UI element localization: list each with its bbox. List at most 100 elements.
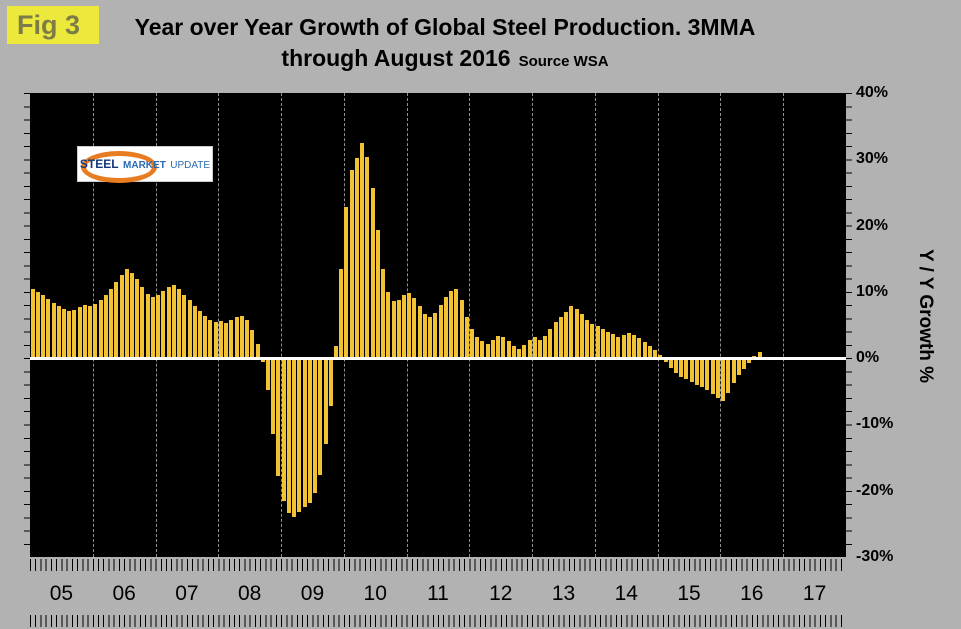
bar-2009-10 (328, 358, 333, 406)
bar-2010-9 (386, 291, 391, 359)
bar-2013-9 (574, 309, 579, 359)
bar-2009-7 (313, 358, 318, 494)
year-gridline (406, 93, 408, 557)
bar-2012-12 (527, 339, 532, 359)
chart-title-line1: Year over Year Growth of Global Steel Pr… (134, 14, 756, 40)
bar-2011-8 (443, 297, 448, 359)
bar-2011-6 (433, 313, 438, 359)
year-gridline (281, 93, 283, 557)
bar-2008-4 (234, 317, 239, 359)
bar-2007-6 (182, 294, 187, 359)
logo-word-update: UPDATE (170, 160, 211, 171)
bar-2010-7 (375, 229, 380, 359)
bar-2016-3 (731, 358, 736, 384)
bar-2011-4 (422, 314, 427, 359)
bar-2016-5 (742, 358, 746, 369)
bar-2013-7 (564, 311, 569, 359)
bar-2007-5 (177, 289, 182, 359)
bar-2007-11 (208, 319, 213, 359)
bar-2006-9 (135, 279, 140, 359)
y-axis-labels: 40% 30% 20% 10% 0% -10% -20% -30% (856, 84, 908, 565)
bar-2011-9 (449, 290, 454, 359)
bar-2014-6 (621, 334, 626, 359)
bar-2012-1 (470, 328, 474, 359)
year-label-13: 13 (551, 582, 576, 605)
bar-2016-6 (747, 358, 752, 364)
steel-market-update-logo: STEEL MARKET UPDATE (78, 147, 212, 183)
bar-2014-11 (647, 346, 652, 359)
year-gridline (594, 93, 596, 557)
bar-2008-8 (255, 343, 260, 359)
year-gridline (720, 93, 722, 557)
y-tick-label: 0% (856, 349, 880, 367)
bar-2010-2 (349, 169, 354, 359)
bar-2009-6 (307, 358, 312, 503)
bar-2013-5 (553, 322, 558, 359)
bar-2014-10 (642, 342, 647, 359)
year-label-14: 14 (614, 582, 638, 605)
bar-2007-1 (156, 294, 161, 359)
plot-area: STEEL MARKET UPDATE (30, 93, 846, 557)
bar-2011-7 (438, 305, 443, 359)
bar-2012-4 (485, 343, 490, 359)
year-label-10: 10 (363, 582, 387, 605)
bar-2006-8 (130, 272, 134, 359)
bar-2013-4 (548, 328, 553, 359)
y-tick-label: 20% (856, 216, 889, 234)
logo-text: STEEL MARKET UPDATE (80, 155, 210, 173)
bar-2009-4 (297, 358, 302, 512)
bar-2014-3 (606, 331, 610, 359)
bar-2005-4 (46, 299, 51, 359)
x-axis-monthly-ticks-top (30, 559, 846, 571)
logo-word-market: MARKET (123, 160, 166, 171)
bar-2009-9 (323, 358, 328, 445)
y-tick-label: -30% (856, 548, 894, 565)
figure-label-text: Fig 3 (17, 9, 81, 40)
bar-2015-12 (715, 358, 720, 398)
bar-2011-12 (464, 317, 469, 359)
bar-2014-2 (600, 328, 605, 359)
bar-2015-2 (663, 358, 668, 363)
bar-2011-3 (417, 306, 422, 359)
bar-2005-8 (67, 311, 72, 359)
bar-2012-9 (511, 346, 516, 359)
bar-2014-4 (611, 334, 616, 359)
bar-2008-2 (224, 323, 229, 359)
bar-2010-5 (365, 156, 370, 359)
bar-2006-4 (109, 288, 114, 359)
bar-2005-11 (82, 305, 87, 359)
bar-2007-7 (187, 300, 192, 359)
bar-2009-8 (318, 358, 323, 475)
bar-2016-4 (736, 358, 741, 376)
y-tick-label: -20% (856, 481, 894, 499)
bar-2012-8 (506, 340, 511, 359)
bar-2014-12 (653, 350, 658, 359)
bar-2013-8 (569, 306, 574, 359)
bar-2008-6 (245, 320, 250, 359)
bar-2010-4 (360, 142, 365, 359)
bar-2014-9 (637, 338, 642, 359)
y-tick-label: 10% (856, 282, 889, 300)
bar-2012-2 (475, 336, 480, 359)
y-axis-title: Y / Y Growth % (915, 248, 936, 384)
bar-2011-1 (407, 293, 412, 359)
year-label-12: 12 (489, 582, 513, 605)
bar-2007-2 (161, 290, 166, 359)
bar-2005-7 (62, 309, 66, 359)
bar-2006-2 (98, 300, 103, 359)
chart-title: Year over Year Growth of Global Steel Pr… (40, 12, 850, 74)
bar-2006-11 (145, 293, 150, 359)
chart-title-source: Source WSA (518, 53, 609, 71)
bar-2009-3 (292, 358, 297, 518)
bar-2009-11 (334, 346, 338, 359)
bar-2015-6 (684, 358, 689, 380)
bar-2008-1 (218, 321, 223, 359)
bar-2006-10 (140, 287, 145, 359)
bar-2010-3 (354, 157, 359, 359)
bar-2013-12 (590, 323, 595, 359)
year-label-06: 06 (112, 582, 136, 605)
y-axis-minor-ticks-left (24, 93, 30, 557)
bar-2006-12 (150, 297, 155, 359)
bar-2015-8 (694, 358, 699, 385)
